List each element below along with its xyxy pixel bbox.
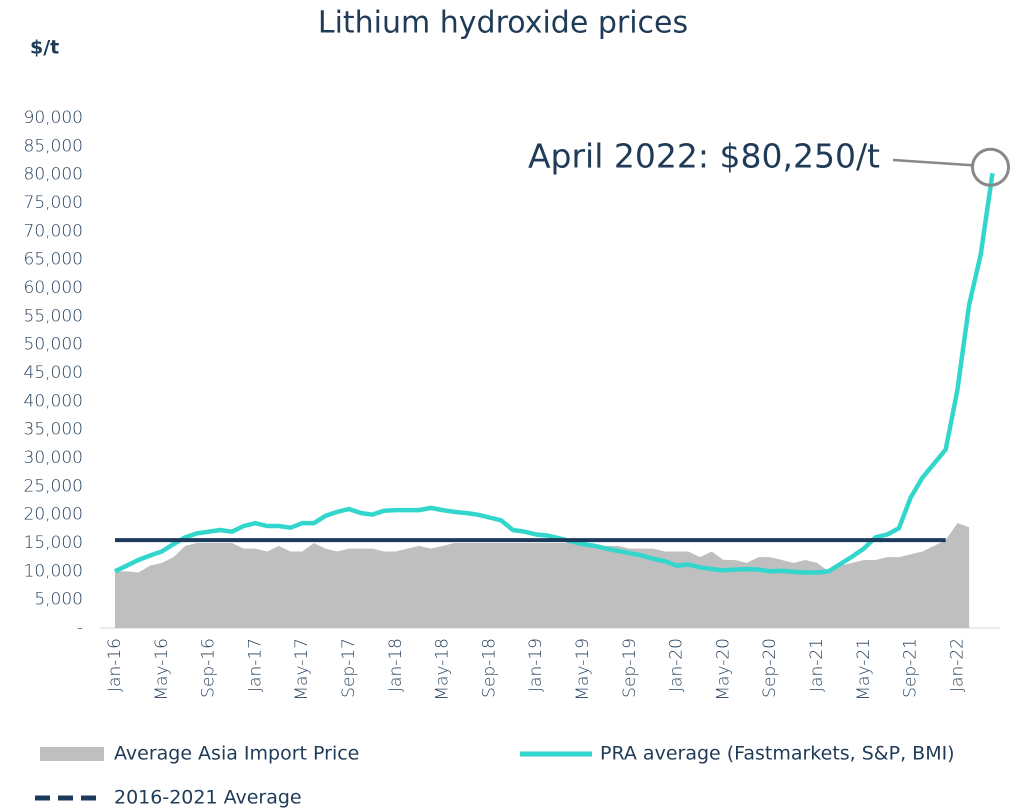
y-tick-label: 5,000	[34, 590, 83, 610]
x-tick-label: May-20	[713, 638, 733, 701]
x-tick-label: Jan-20	[667, 638, 687, 692]
y-tick-label: 80,000	[24, 165, 83, 185]
y-tick-label: 20,000	[24, 505, 83, 525]
y-tick-label: 35,000	[24, 420, 83, 440]
legend-label: 2016-2021 Average	[114, 787, 302, 809]
x-tick-label: Sep-19	[620, 638, 640, 698]
chart-title: Lithium hydroxide prices	[318, 6, 688, 41]
y-tick-label: 55,000	[24, 306, 83, 326]
y-tick-label: 30,000	[24, 448, 83, 468]
y-tick-label: 60,000	[24, 278, 83, 298]
x-tick-label: May-18	[433, 638, 453, 701]
x-tick-label: Sep-16	[199, 638, 219, 698]
y-tick-label: 65,000	[24, 250, 83, 270]
x-tick-label: Sep-17	[339, 638, 359, 698]
x-tick-label: Jan-22	[947, 638, 967, 692]
y-tick-label: 85,000	[24, 136, 83, 156]
y-tick-label: 90,000	[24, 108, 83, 128]
x-tick-label: Jan-17	[245, 638, 265, 692]
y-tick-label: 50,000	[24, 335, 83, 355]
x-tick-label: May-19	[573, 638, 593, 701]
line	[114, 172, 995, 575]
x-tick-label: May-21	[854, 638, 874, 701]
y-tick-label: 40,000	[24, 391, 83, 411]
y-tick-label: 45,000	[24, 363, 83, 383]
annotation: April 2022: $80,250/t	[528, 137, 880, 176]
x-tick-label: Jan-21	[807, 638, 827, 692]
legend-label: PRA average (Fastmarkets, S&P, BMI)	[600, 743, 955, 765]
annotation-connector	[892, 158, 973, 167]
y-tick-label: 10,000	[24, 561, 83, 581]
x-tick-label: Jan-19	[526, 638, 546, 692]
y-tick-label: 25,000	[24, 476, 83, 496]
x-tick-label: Sep-21	[901, 638, 921, 698]
y-tick-label: -	[77, 618, 83, 638]
legend-label: Average Asia Import Price	[114, 743, 359, 765]
x-tick-label: Jan-18	[386, 638, 406, 692]
y-tick-label: 75,000	[24, 193, 83, 213]
x-tick-label: Sep-18	[479, 638, 499, 698]
y-tick-label: 70,000	[24, 221, 83, 241]
x-tick-label: May-17	[292, 638, 312, 701]
x-tick-label: Sep-20	[760, 638, 780, 698]
area	[115, 523, 970, 628]
highlight-circle	[971, 147, 1010, 187]
y-tick-label: 15,000	[24, 533, 83, 553]
x-tick-label: Jan-16	[105, 638, 125, 692]
legend-swatch	[40, 747, 104, 761]
y-axis-label: $/t	[30, 37, 59, 59]
x-tick-label: May-16	[152, 638, 172, 701]
